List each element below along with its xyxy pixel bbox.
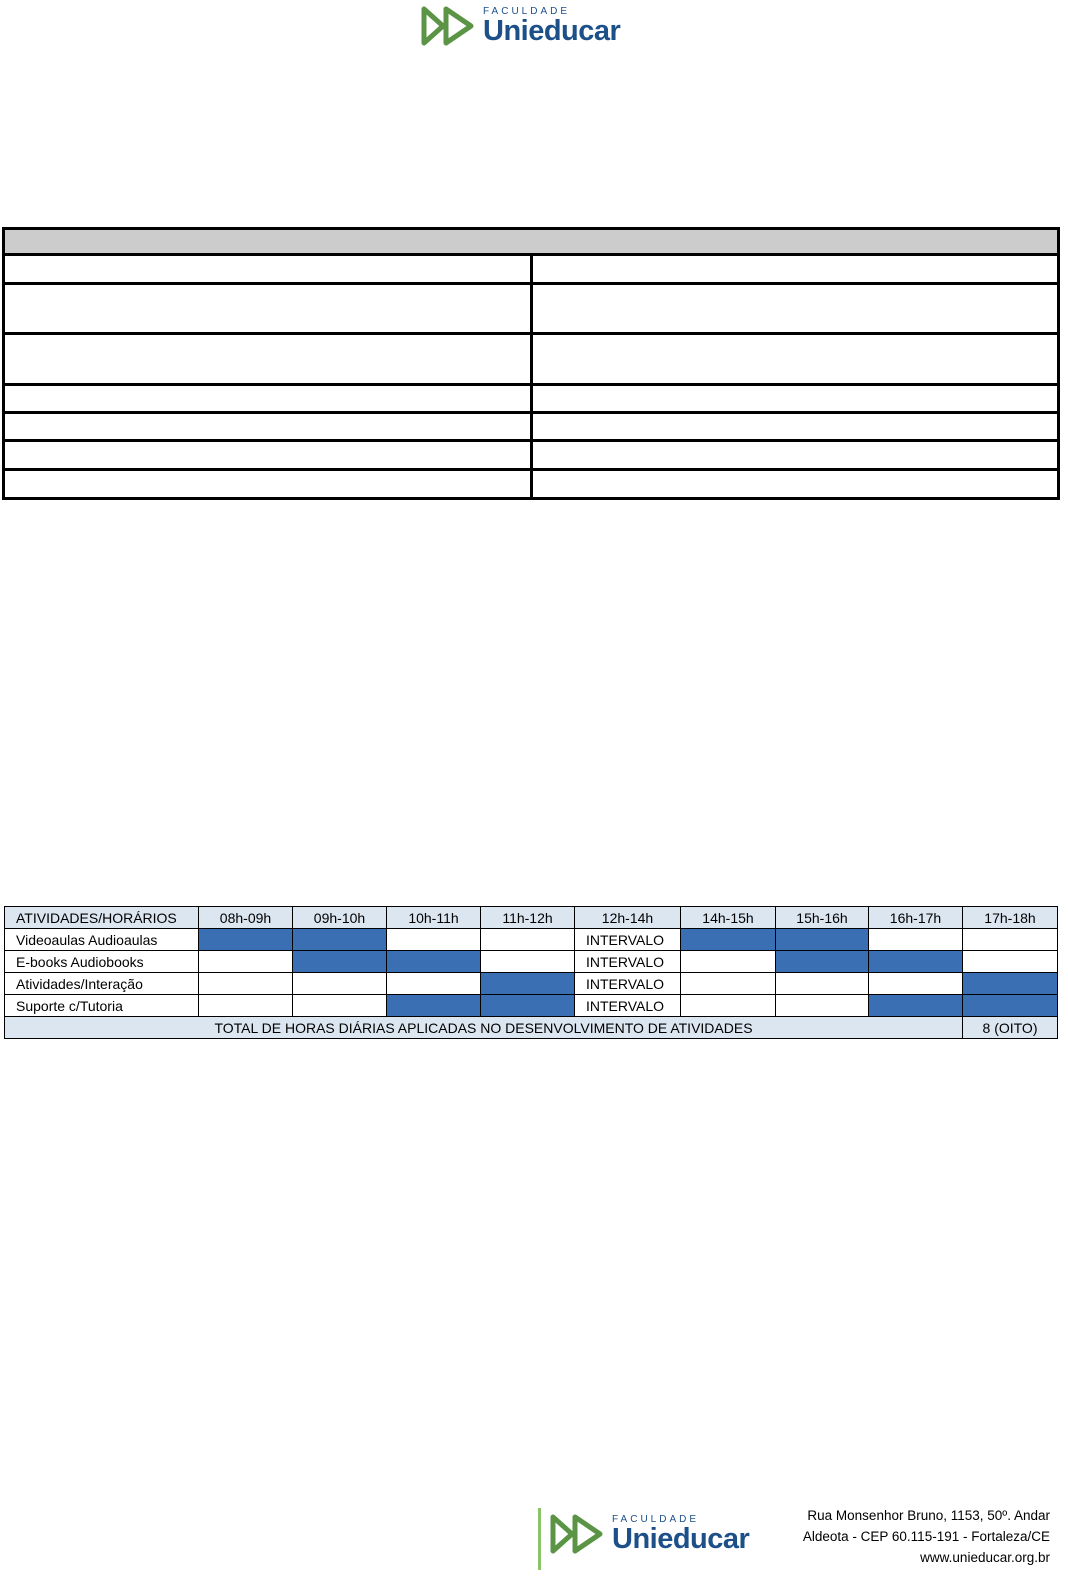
address-line-2: Aldeota - CEP 60.115-191 - Fortaleza/CE bbox=[802, 1529, 1050, 1544]
scheduled-slot bbox=[680, 928, 776, 951]
empty-slot bbox=[198, 950, 293, 973]
scheduled-slot bbox=[386, 994, 481, 1017]
column-header: 08h-09h bbox=[198, 906, 293, 929]
interval-cell: INTERVALO bbox=[574, 950, 681, 973]
logo-faculdade: FACULDADE bbox=[612, 1513, 700, 1525]
column-header: 10h-11h bbox=[386, 906, 481, 929]
empty-slot bbox=[775, 994, 869, 1017]
scheduled-slot bbox=[962, 972, 1058, 995]
activity-label: E-books Audiobooks bbox=[4, 950, 199, 973]
info-cell bbox=[530, 439, 1060, 471]
empty-slot bbox=[292, 994, 387, 1017]
total-label: TOTAL DE HORAS DIÁRIAS APLICADAS NO DESE… bbox=[4, 1016, 963, 1039]
scheduled-slot bbox=[480, 972, 575, 995]
info-table bbox=[2, 227, 1060, 500]
interval-cell: INTERVALO bbox=[574, 994, 681, 1017]
footer-logo: FACULDADE Unieducar bbox=[550, 1513, 750, 1555]
footer-address: Rua Monsenhor Bruno, 1153, 50º. Andar Al… bbox=[803, 1505, 1050, 1568]
footer-divider bbox=[538, 1508, 541, 1570]
scheduled-slot bbox=[868, 994, 963, 1017]
info-cell bbox=[530, 253, 1060, 285]
info-cell bbox=[530, 383, 1060, 414]
logo-faculdade: FACULDADE bbox=[483, 5, 571, 17]
info-cell bbox=[2, 332, 533, 386]
table-row: Atividades/Interação INTERVALO bbox=[4, 972, 1058, 995]
scheduled-slot bbox=[292, 928, 387, 951]
table-row: Videoaulas Audioaulas INTERVALO bbox=[4, 928, 1058, 951]
scheduled-slot bbox=[962, 994, 1058, 1017]
empty-slot bbox=[198, 972, 293, 995]
empty-slot bbox=[480, 928, 575, 951]
empty-slot bbox=[962, 950, 1058, 973]
info-cell bbox=[2, 439, 533, 471]
activity-label: Videoaulas Audioaulas bbox=[4, 928, 199, 951]
info-cell bbox=[2, 253, 533, 285]
column-header: 16h-17h bbox=[868, 906, 963, 929]
empty-slot bbox=[386, 972, 481, 995]
address-line-1: Rua Monsenhor Bruno, 1153, 50º. Andar bbox=[807, 1508, 1050, 1523]
info-table-header bbox=[2, 227, 1060, 256]
scheduled-slot bbox=[292, 950, 387, 973]
scheduled-slot bbox=[775, 950, 869, 973]
info-cell bbox=[2, 282, 533, 335]
empty-slot bbox=[680, 950, 776, 973]
empty-slot bbox=[386, 928, 481, 951]
empty-slot bbox=[680, 994, 776, 1017]
info-cell bbox=[530, 411, 1060, 442]
empty-slot bbox=[775, 972, 869, 995]
row-header-label: ATIVIDADES/HORÁRIOS bbox=[4, 906, 199, 929]
column-header: 11h-12h bbox=[480, 906, 575, 929]
header-logo: FACULDADE Unieducar bbox=[421, 5, 621, 47]
interval-cell: INTERVALO bbox=[574, 928, 681, 951]
logo-name: Unieducar bbox=[612, 1522, 750, 1555]
activity-label: Suporte c/Tutoria bbox=[4, 994, 199, 1017]
info-cell bbox=[2, 383, 533, 414]
column-header: 09h-10h bbox=[292, 906, 387, 929]
website-link[interactable]: www.unieducar.org.br bbox=[920, 1550, 1050, 1565]
info-cell bbox=[2, 411, 533, 442]
schedule-header-row: ATIVIDADES/HORÁRIOS 08h-09h 09h-10h 10h-11h… bbox=[4, 906, 1058, 929]
column-header: 12h-14h bbox=[574, 906, 681, 929]
empty-slot bbox=[962, 928, 1058, 951]
scheduled-slot bbox=[198, 928, 293, 951]
column-header: 17h-18h bbox=[962, 906, 1058, 929]
scheduled-slot bbox=[775, 928, 869, 951]
logo-name: Unieducar bbox=[483, 14, 621, 47]
empty-slot bbox=[292, 972, 387, 995]
total-value: 8 (OITO) bbox=[962, 1016, 1058, 1039]
schedule-table: ATIVIDADES/HORÁRIOS 08h-09h 09h-10h 10h-11h… bbox=[4, 906, 1058, 1039]
table-row: Suporte c/Tutoria INTERVALO bbox=[4, 994, 1058, 1017]
empty-slot bbox=[480, 950, 575, 973]
column-header: 14h-15h bbox=[680, 906, 776, 929]
empty-slot bbox=[868, 928, 963, 951]
scheduled-slot bbox=[868, 950, 963, 973]
total-row: TOTAL DE HORAS DIÁRIAS APLICADAS NO DESE… bbox=[4, 1016, 1058, 1039]
table-row: E-books Audiobooks INTERVALO bbox=[4, 950, 1058, 973]
activity-label: Atividades/Interação bbox=[4, 972, 199, 995]
empty-slot bbox=[868, 972, 963, 995]
play-forward-logo-icon bbox=[421, 6, 474, 46]
info-cell bbox=[530, 332, 1060, 386]
info-cell bbox=[530, 282, 1060, 335]
scheduled-slot bbox=[480, 994, 575, 1017]
scheduled-slot bbox=[386, 950, 481, 973]
empty-slot bbox=[680, 972, 776, 995]
info-cell bbox=[530, 468, 1060, 500]
interval-cell: INTERVALO bbox=[574, 972, 681, 995]
info-cell bbox=[2, 468, 533, 500]
column-header: 15h-16h bbox=[775, 906, 869, 929]
empty-slot bbox=[198, 994, 293, 1017]
play-forward-logo-icon bbox=[550, 1514, 603, 1554]
